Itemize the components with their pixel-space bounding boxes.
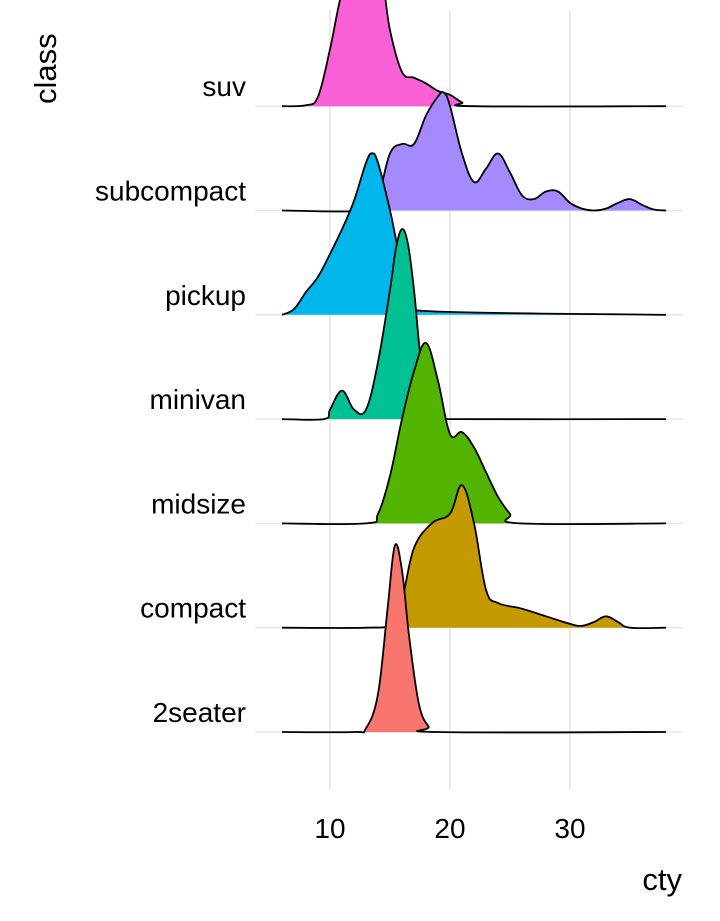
y-axis-label: class	[28, 33, 63, 104]
x-tick-label-30: 30	[554, 813, 585, 844]
category-label-minivan: minivan	[150, 384, 246, 415]
ridge-fill-compact	[282, 485, 666, 629]
ridge-suv	[281, 0, 667, 108]
category-label-suv: suv	[202, 71, 246, 102]
ridge-outline-2seater	[281, 543, 667, 734]
category-label-subcompact: subcompact	[95, 176, 246, 207]
category-label-2seater: 2seater	[153, 697, 246, 728]
category-label-midsize: midsize	[151, 488, 246, 519]
ridge-subcompact	[281, 91, 667, 213]
ridge-outline-suv	[281, 0, 667, 108]
ridge-pickup	[281, 152, 667, 316]
x-tick-label-10: 10	[314, 813, 345, 844]
ridge-outline-midsize	[281, 342, 667, 526]
ridges	[281, 0, 667, 734]
x-tick-label-20: 20	[434, 813, 465, 844]
ridge-midsize	[281, 342, 667, 526]
ridge-fill-minivan	[282, 229, 666, 420]
ridge-outline-subcompact	[281, 91, 667, 213]
category-labels: 2seater compact midsize minivan pickup subcom…	[95, 71, 246, 728]
category-label-compact: compact	[140, 593, 246, 624]
category-label-pickup: pickup	[165, 280, 246, 311]
x-axis-label: cty	[642, 862, 682, 897]
ridge-fill-pickup	[282, 153, 666, 315]
x-tick-labels: 10 20 30	[314, 813, 585, 844]
ridge-fill-subcompact	[282, 91, 666, 212]
ridge-fill-suv	[282, 0, 666, 107]
ridge-2seater	[281, 543, 667, 734]
ridge-fill-midsize	[282, 342, 666, 525]
